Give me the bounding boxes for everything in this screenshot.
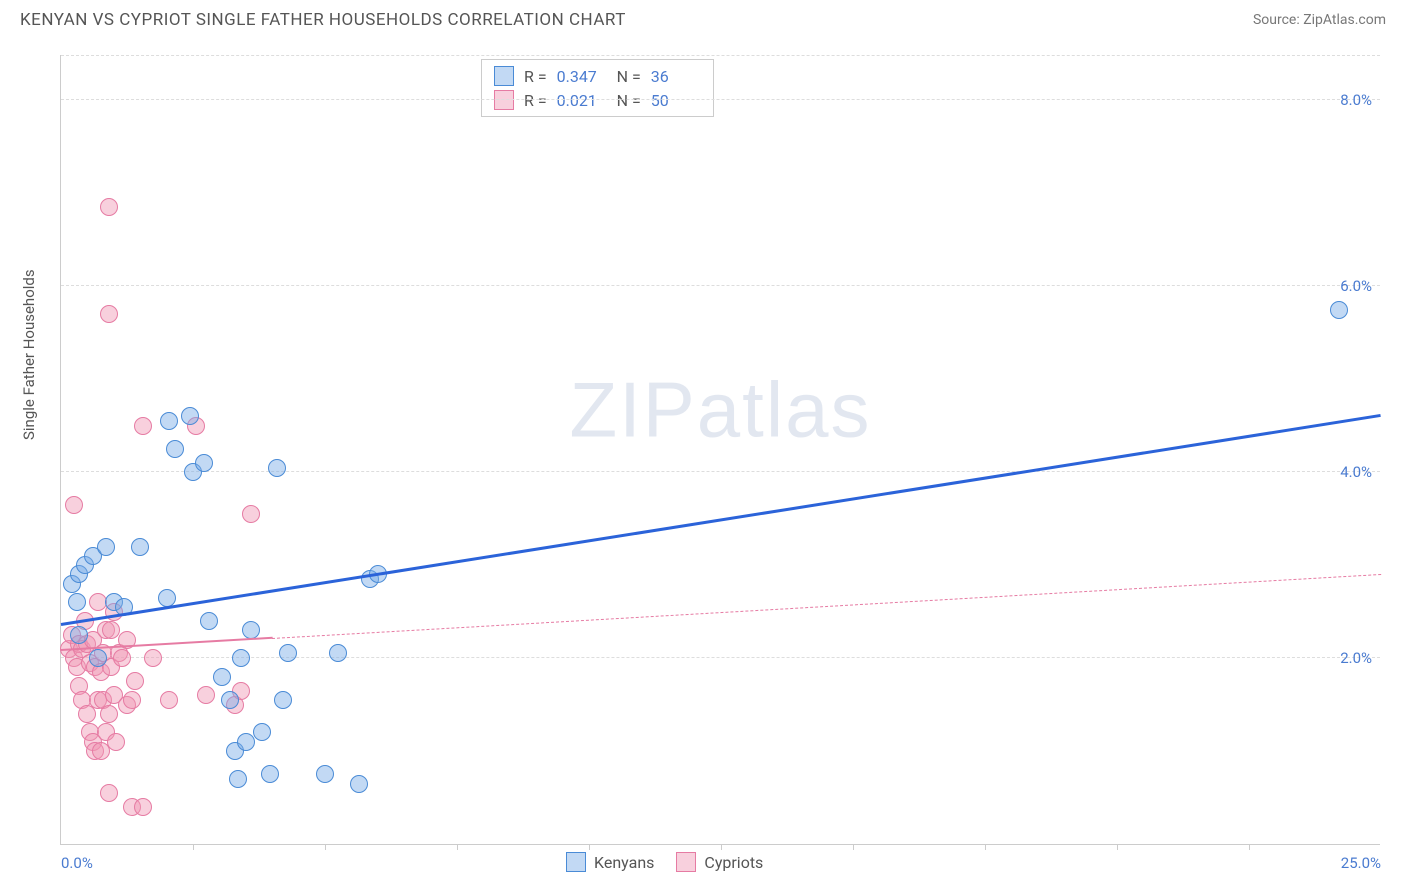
- scatter-point-cypriots: [160, 691, 178, 709]
- x-tick: [1117, 844, 1118, 850]
- scatter-point-kenyans: [237, 733, 255, 751]
- scatter-point-kenyans: [160, 412, 178, 430]
- chart-title: KENYAN VS CYPRIOT SINGLE FATHER HOUSEHOL…: [20, 10, 626, 30]
- scatter-point-cypriots: [92, 742, 110, 760]
- scatter-point-cypriots: [197, 686, 215, 704]
- scatter-point-cypriots: [113, 649, 131, 667]
- gridline-h: [61, 99, 1380, 100]
- y-axis-label: Single Father Households: [20, 269, 38, 440]
- legend-n-label: N =: [617, 67, 641, 86]
- gridline-h: [61, 285, 1380, 286]
- legend-item-kenyans: Kenyans: [566, 852, 654, 872]
- scatter-point-cypriots: [107, 733, 125, 751]
- scatter-point-kenyans: [229, 770, 247, 788]
- scatter-point-cypriots: [123, 691, 141, 709]
- scatter-point-kenyans: [97, 538, 115, 556]
- y-tick-label: 8.0%: [1340, 91, 1372, 109]
- plot-area: ZIPatlas R =0.347N =36R =0.021N =50 Keny…: [60, 55, 1380, 845]
- scatter-point-cypriots: [242, 505, 260, 523]
- legend-row-kenyans: R = 0.347 N = 36: [494, 64, 701, 88]
- trend-line: [272, 573, 1381, 638]
- scatter-point-cypriots: [126, 672, 144, 690]
- scatter-point-cypriots: [134, 417, 152, 435]
- x-tick: [325, 844, 326, 850]
- legend-swatch: [566, 852, 586, 872]
- legend-item-cypriots: Cypriots: [676, 852, 763, 872]
- scatter-point-kenyans: [279, 644, 297, 662]
- scatter-point-kenyans: [166, 440, 184, 458]
- y-tick-label: 4.0%: [1340, 463, 1372, 481]
- scatter-point-cypriots: [144, 649, 162, 667]
- x-tick-label: 25.0%: [1341, 854, 1381, 872]
- watermark-light: atlas: [697, 366, 872, 454]
- x-tick: [457, 844, 458, 850]
- scatter-point-kenyans: [261, 765, 279, 783]
- gridline-h: [61, 471, 1380, 472]
- scatter-point-cypriots: [100, 305, 118, 323]
- x-tick: [985, 844, 986, 850]
- scatter-point-cypriots: [65, 496, 83, 514]
- scatter-point-kenyans: [213, 668, 231, 686]
- legend-swatch: [494, 66, 514, 86]
- scatter-point-kenyans: [89, 649, 107, 667]
- y-tick-label: 2.0%: [1340, 649, 1372, 667]
- scatter-point-kenyans: [181, 407, 199, 425]
- x-tick-label: 0.0%: [61, 854, 93, 872]
- legend-label: Cypriots: [704, 853, 763, 872]
- legend-r-label: R =: [524, 67, 547, 86]
- scatter-point-kenyans: [274, 691, 292, 709]
- scatter-point-kenyans: [221, 691, 239, 709]
- scatter-point-kenyans: [131, 538, 149, 556]
- scatter-point-kenyans: [195, 454, 213, 472]
- scatter-point-kenyans: [329, 644, 347, 662]
- x-tick: [853, 844, 854, 850]
- legend-n-value: 36: [651, 67, 701, 86]
- x-tick: [1249, 844, 1250, 850]
- gridline-h: [61, 55, 1380, 56]
- trend-line: [61, 413, 1381, 625]
- watermark: ZIPatlas: [569, 365, 871, 456]
- series-legend: Kenyans Cypriots: [566, 852, 763, 872]
- scatter-point-kenyans: [232, 649, 250, 667]
- scatter-point-kenyans: [242, 621, 260, 639]
- scatter-point-kenyans: [253, 723, 271, 741]
- scatter-point-kenyans: [268, 459, 286, 477]
- legend-r-value: 0.347: [557, 67, 607, 86]
- y-tick-label: 6.0%: [1340, 277, 1372, 295]
- scatter-point-kenyans: [68, 593, 86, 611]
- scatter-point-kenyans: [316, 765, 334, 783]
- correlation-legend: R =0.347N =36R =0.021N =50: [481, 59, 714, 117]
- scatter-point-kenyans: [70, 626, 88, 644]
- scatter-point-cypriots: [100, 705, 118, 723]
- source-attribution: Source: ZipAtlas.com: [1253, 12, 1386, 28]
- scatter-point-kenyans: [200, 612, 218, 630]
- x-tick: [589, 844, 590, 850]
- gridline-h: [61, 657, 1380, 658]
- scatter-point-cypriots: [134, 798, 152, 816]
- chart-container: KENYAN VS CYPRIOT SINGLE FATHER HOUSEHOL…: [0, 0, 1406, 892]
- scatter-point-kenyans: [1330, 301, 1348, 319]
- scatter-point-kenyans: [158, 589, 176, 607]
- legend-label: Kenyans: [594, 853, 654, 872]
- scatter-point-cypriots: [100, 198, 118, 216]
- scatter-point-kenyans: [350, 775, 368, 793]
- legend-swatch: [676, 852, 696, 872]
- x-tick: [721, 844, 722, 850]
- scatter-point-cypriots: [100, 784, 118, 802]
- watermark-bold: ZIP: [569, 366, 696, 454]
- header: KENYAN VS CYPRIOT SINGLE FATHER HOUSEHOL…: [0, 0, 1406, 36]
- x-tick: [193, 844, 194, 850]
